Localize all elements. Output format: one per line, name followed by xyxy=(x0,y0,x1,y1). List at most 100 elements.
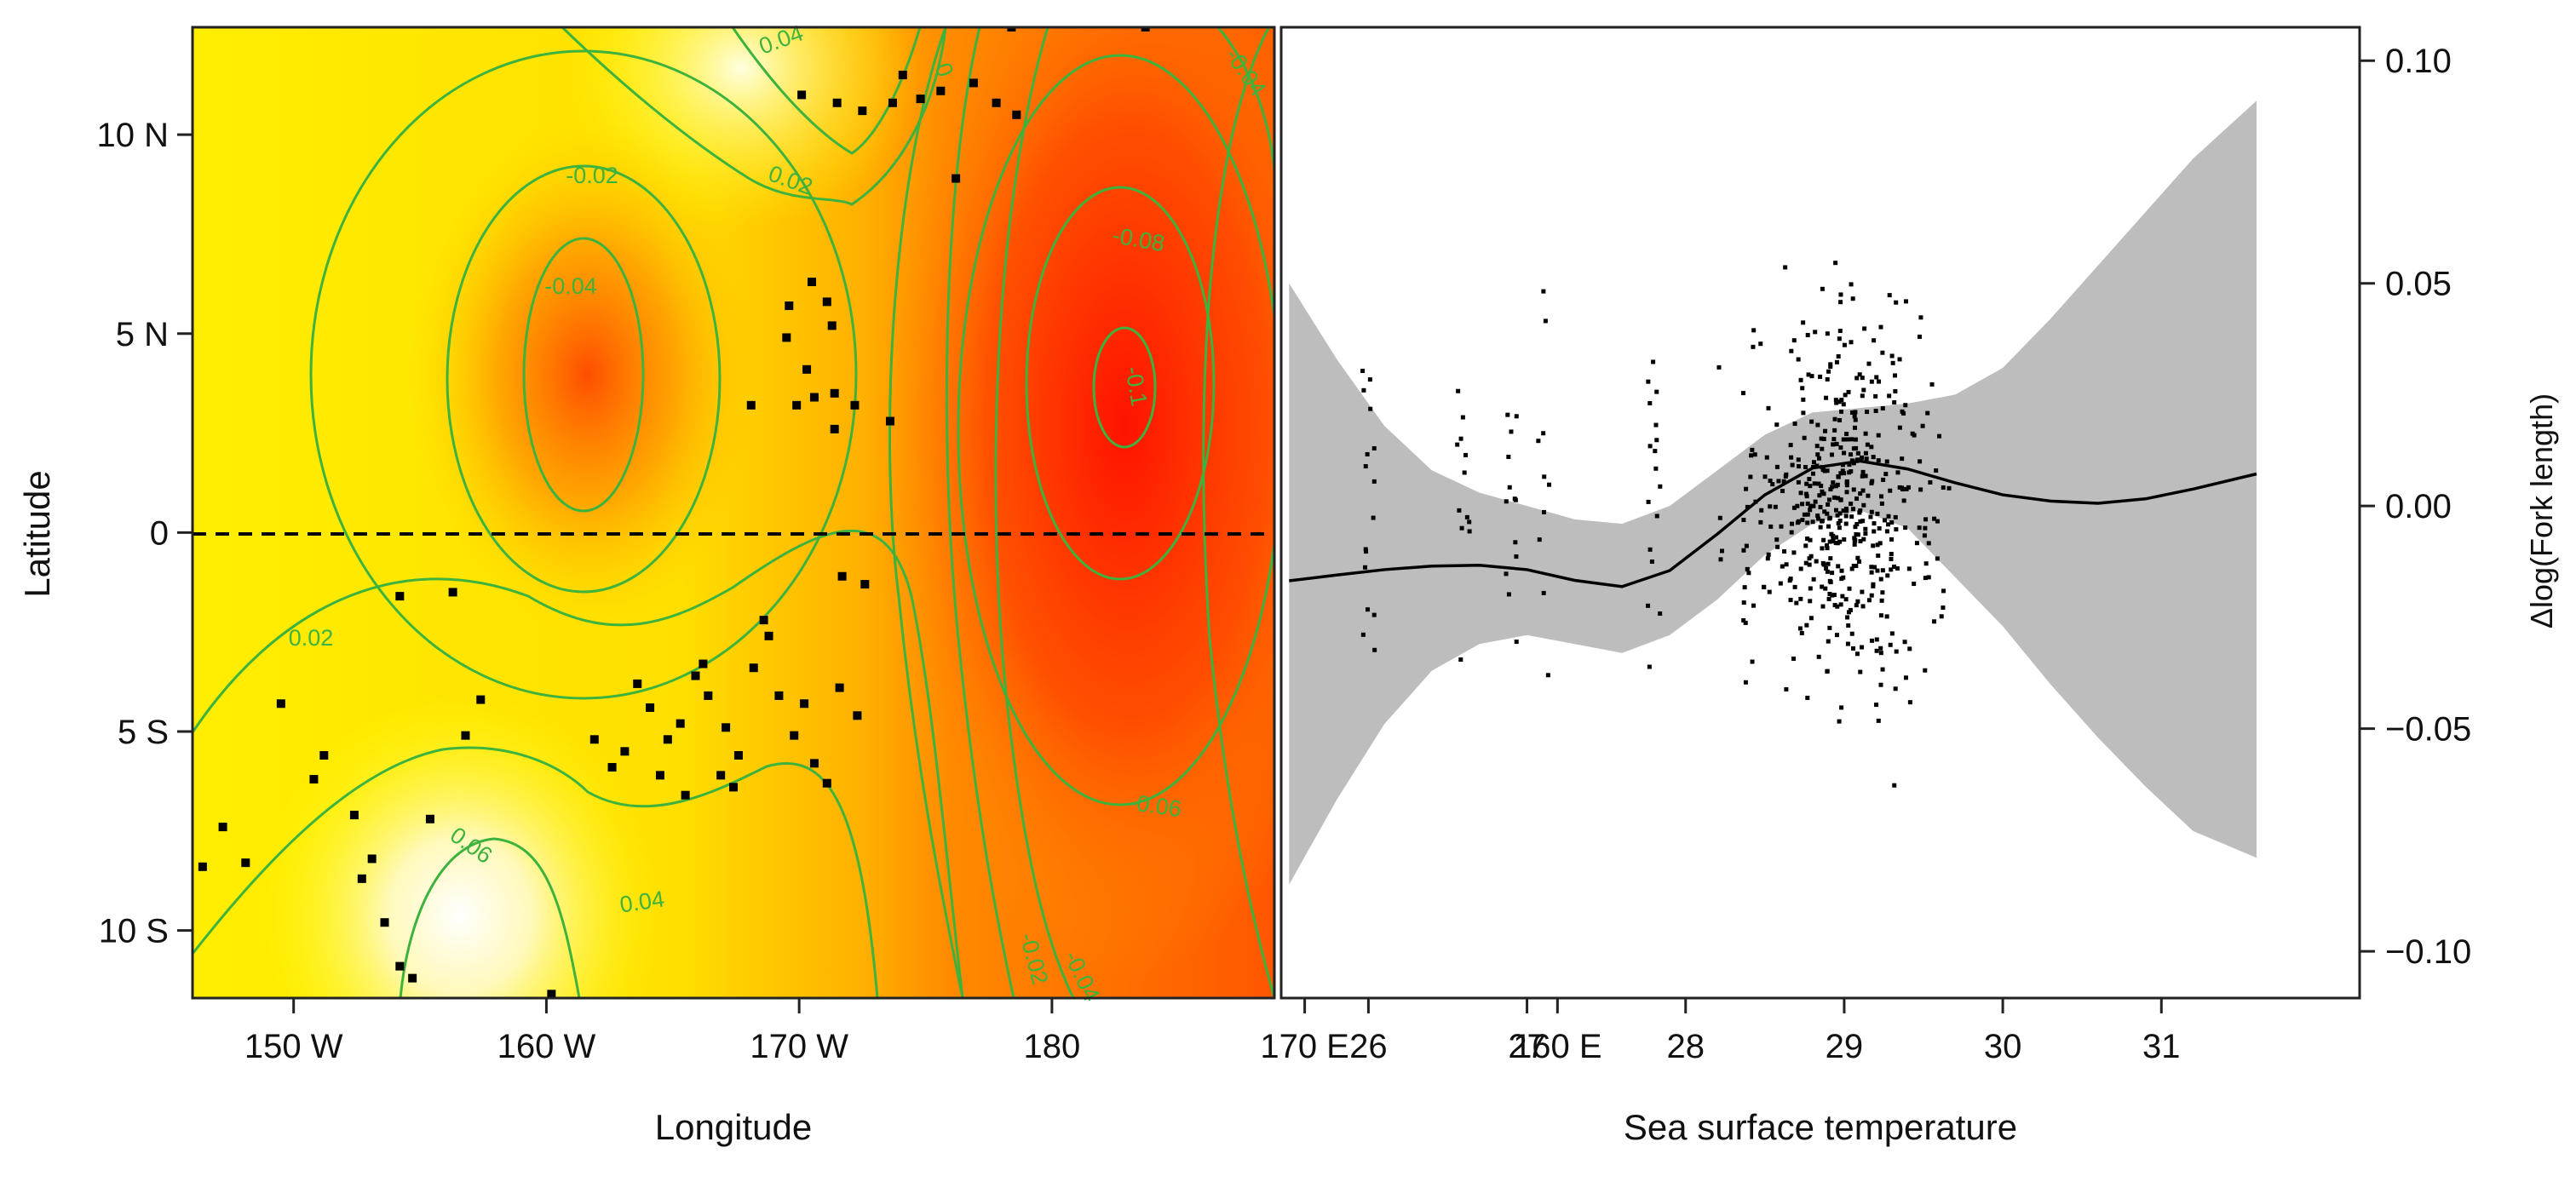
fish-location-point xyxy=(790,731,799,740)
residual-point xyxy=(1849,437,1854,442)
residual-point xyxy=(1788,598,1793,603)
fish-location-point xyxy=(809,759,819,768)
residual-point xyxy=(1923,525,1928,531)
residual-point xyxy=(1794,600,1799,605)
residual-point xyxy=(1849,410,1854,415)
residual-point xyxy=(1364,549,1369,554)
sst-frame xyxy=(1279,26,2361,1000)
residual-point xyxy=(1854,564,1859,569)
residual-point xyxy=(1784,686,1789,691)
fish-location-point xyxy=(676,719,685,728)
residual-point xyxy=(1816,516,1821,521)
residual-point xyxy=(1716,364,1722,370)
residual-point xyxy=(1871,455,1876,460)
residual-point xyxy=(1853,417,1858,422)
residual-point xyxy=(1514,640,1519,645)
residual-point xyxy=(1646,379,1651,384)
residual-point xyxy=(1800,518,1805,523)
residual-point xyxy=(1854,651,1860,657)
residual-point xyxy=(1822,509,1827,514)
residual-point xyxy=(1743,680,1748,685)
residual-point xyxy=(1361,387,1366,393)
fish-location-point xyxy=(380,918,389,927)
residual-point xyxy=(1758,519,1763,525)
residual-point xyxy=(1844,490,1849,495)
residual-point xyxy=(1836,496,1841,501)
sst-x-axis-label: Sea surface temperature xyxy=(1624,1107,2017,1147)
residual-point xyxy=(1857,510,1862,515)
fish-location-point xyxy=(749,663,758,673)
residual-point xyxy=(1855,555,1860,560)
residual-point xyxy=(1789,455,1794,460)
residual-point xyxy=(1654,514,1659,519)
residual-point xyxy=(1541,289,1546,294)
residual-point xyxy=(1853,410,1858,415)
residual-point xyxy=(1784,472,1789,477)
residual-point xyxy=(1854,532,1859,537)
residual-point xyxy=(1831,480,1836,485)
residual-point xyxy=(1874,703,1879,708)
residual-point xyxy=(1878,324,1883,330)
residual-point xyxy=(1934,468,1939,473)
residual-point xyxy=(1868,514,1873,519)
residual-point xyxy=(1647,444,1653,449)
residual-point xyxy=(1820,468,1826,473)
residual-point xyxy=(1887,393,1892,399)
residual-point xyxy=(1831,442,1836,447)
residual-point xyxy=(1811,503,1816,508)
residual-point xyxy=(1834,359,1839,364)
residual-point xyxy=(1801,410,1806,416)
residual-point xyxy=(1464,514,1469,519)
residual-point xyxy=(1811,460,1816,465)
fish-location-point xyxy=(830,424,839,433)
residual-point xyxy=(1751,344,1756,349)
residual-point xyxy=(1809,419,1814,424)
map-y-tick-label: 5 S xyxy=(118,714,169,751)
residual-point xyxy=(1840,594,1845,599)
residual-point xyxy=(1834,441,1839,446)
residual-point xyxy=(1654,438,1659,443)
residual-point xyxy=(1459,525,1464,531)
map-y-axis-label: Latitude xyxy=(17,470,57,597)
map-x-tick-label: 160 W xyxy=(497,1028,596,1065)
residual-point xyxy=(1883,472,1889,477)
residual-point xyxy=(1831,593,1837,598)
sst-y-tick-label: 0.00 xyxy=(2385,488,2452,525)
residual-point xyxy=(1861,387,1866,393)
residual-point xyxy=(1831,495,1837,500)
fish-location-point xyxy=(704,691,713,700)
residual-point xyxy=(1895,470,1900,475)
residual-point xyxy=(1821,537,1826,542)
residual-point xyxy=(1658,611,1663,617)
residual-point xyxy=(1855,599,1860,604)
residual-point xyxy=(1875,568,1880,573)
residual-point xyxy=(1800,502,1805,507)
residual-point xyxy=(1820,446,1825,451)
fish-location-point xyxy=(822,297,831,307)
fish-location-point xyxy=(408,973,417,983)
residual-point xyxy=(1820,286,1825,291)
fish-location-point xyxy=(1141,27,1150,32)
residual-point xyxy=(1837,525,1842,531)
residual-point xyxy=(1784,562,1789,567)
residual-point xyxy=(1808,599,1813,604)
fish-location-point xyxy=(916,95,925,104)
residual-point xyxy=(1928,479,1933,485)
fish-location-point xyxy=(357,874,366,883)
residual-point xyxy=(1504,499,1509,504)
residual-point xyxy=(1506,454,1511,459)
fish-location-point xyxy=(850,400,860,410)
contour-line xyxy=(1092,326,1157,449)
residual-point xyxy=(1458,657,1463,663)
sst-x-tick-label: 27 xyxy=(1508,1028,1546,1065)
residual-point xyxy=(1878,651,1883,656)
residual-point xyxy=(1804,494,1809,499)
residual-point xyxy=(1941,588,1946,594)
residual-point xyxy=(1821,491,1826,496)
map-x-tick-label: 170 E xyxy=(1260,1028,1349,1065)
residual-point xyxy=(1796,357,1801,362)
residual-point xyxy=(1773,504,1778,509)
fish-location-point xyxy=(860,580,870,589)
map-frame xyxy=(191,26,1276,1000)
residual-point xyxy=(1647,400,1653,405)
